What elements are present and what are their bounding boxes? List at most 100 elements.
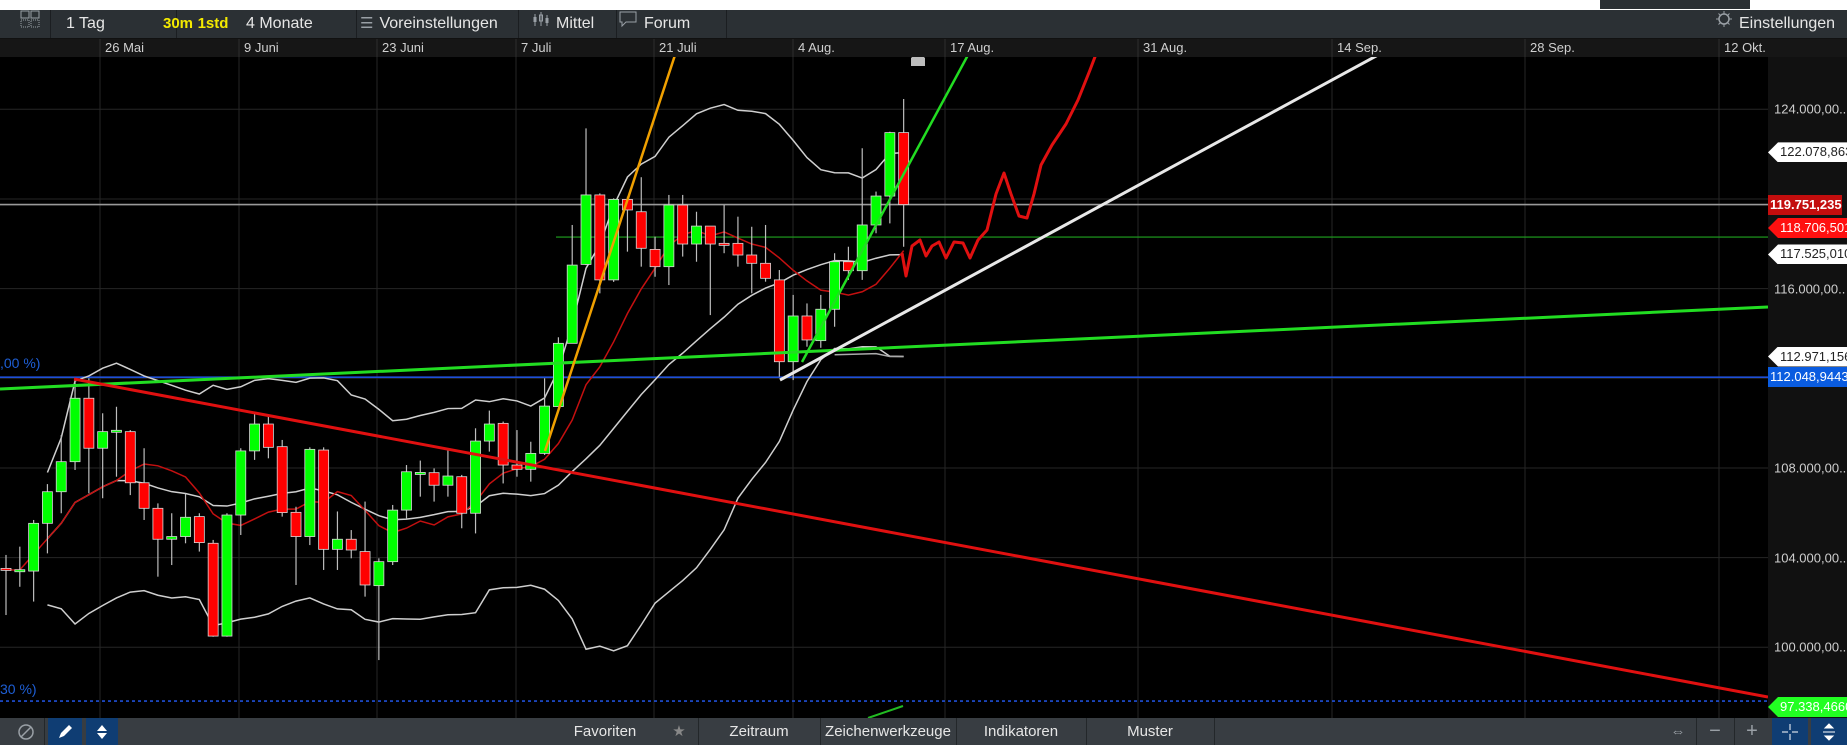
bollinger-upper-band <box>46 103 904 473</box>
candle <box>290 506 302 585</box>
candle <box>14 546 26 587</box>
price-tag: 122.078,863 <box>1768 142 1847 163</box>
candle <box>276 439 288 517</box>
candle <box>111 406 122 477</box>
date-tick-label: 23 Juni <box>382 40 424 55</box>
zoom-in-button[interactable]: + <box>1734 718 1770 745</box>
price-tag: 112.048,9443 <box>1768 367 1847 388</box>
price-tag: 119.751,235 <box>1768 194 1842 215</box>
candle-body <box>773 279 785 363</box>
candle <box>193 513 205 552</box>
candle-body <box>97 431 109 449</box>
candle <box>401 465 412 519</box>
bottom-toolbar: Favoriten ★ Zeitraum Zeichenwerkzeuge In… <box>0 718 1847 745</box>
zoom-in-icon: + <box>1746 720 1758 742</box>
candle-body <box>594 194 606 281</box>
candle-body <box>732 242 744 256</box>
zoom-out-button[interactable]: − <box>1696 718 1735 745</box>
favorites-label: Favoriten <box>573 723 637 740</box>
price-tick-label: 104.000,00.. <box>1774 550 1847 566</box>
candle <box>829 253 840 327</box>
candle-body <box>249 423 260 452</box>
candle-body <box>856 224 868 272</box>
date-tick-label: 12 Okt. <box>1724 40 1766 55</box>
period-button[interactable]: 1 Tag <box>52 10 177 38</box>
interval-30m-button[interactable]: 30m <box>163 10 193 38</box>
chart-style-button[interactable]: Mittel <box>526 10 617 38</box>
zoom-out-icon: − <box>1709 720 1721 742</box>
clear-drawings-button[interactable] <box>8 718 45 745</box>
drawing-tools-button[interactable]: Zeichenwerkzeuge <box>820 718 957 745</box>
layout-button[interactable] <box>10 10 51 38</box>
candle-body <box>746 254 758 264</box>
top-tab <box>1600 0 1750 9</box>
candle-body <box>138 482 150 509</box>
candle-body <box>180 516 191 537</box>
candle-body <box>373 561 385 587</box>
candle <box>511 430 523 477</box>
forum-label: Forum <box>644 15 691 32</box>
candle <box>359 501 371 597</box>
presets-button[interactable]: ☰ Voreinstellungen <box>356 10 519 38</box>
candle-body <box>69 397 81 463</box>
favorites-button[interactable]: Favoriten <box>570 718 640 745</box>
interval-1std-label: 1std <box>197 15 229 32</box>
bollinger-lower-band <box>47 346 904 652</box>
candle <box>387 504 399 566</box>
chart-style-label: Mittel <box>556 15 595 32</box>
crosshair-icon <box>1781 723 1799 741</box>
candle <box>318 447 330 570</box>
candle <box>55 435 67 514</box>
favorites-star-button[interactable]: ★ <box>660 718 699 745</box>
trendline-red-long <box>73 377 1768 699</box>
candle-body <box>28 522 40 572</box>
candle <box>497 421 509 484</box>
candle <box>28 519 40 602</box>
move-up-down-button[interactable] <box>86 718 118 745</box>
candle-body <box>111 429 122 433</box>
price-axis[interactable]: 124.000,00.. 116.000,00.. 108.000,00.. 104.… <box>1768 57 1847 718</box>
candle-body <box>760 262 771 279</box>
candle <box>773 270 785 377</box>
draw-pencil-button[interactable] <box>48 718 82 745</box>
interval-1std-button[interactable]: 1std <box>196 10 230 38</box>
fit-vertical-button[interactable] <box>1811 718 1847 745</box>
range-button[interactable]: 4 Monate <box>236 10 357 38</box>
timeframe-button[interactable]: Zeitraum <box>698 718 821 745</box>
up-down-arrows-icon <box>95 723 109 740</box>
candle-body <box>511 464 523 470</box>
forum-button[interactable]: Forum <box>612 10 727 38</box>
expand-horizontal-button[interactable]: ⇔ <box>1660 718 1697 745</box>
candle-body <box>401 471 412 511</box>
candle-body <box>83 397 95 449</box>
candle <box>304 447 316 546</box>
candle-body <box>14 569 26 573</box>
candle <box>373 558 385 661</box>
freehand-projection-drawing <box>900 57 1097 278</box>
crosshair-button[interactable] <box>1772 718 1808 745</box>
candle-body <box>387 509 399 563</box>
candle-body <box>304 448 316 537</box>
candle-body <box>898 132 910 205</box>
candle-body <box>635 211 647 249</box>
candle <box>787 294 799 381</box>
plot-area[interactable] <box>0 57 1768 718</box>
candle-body <box>442 475 454 486</box>
indicators-button[interactable]: Indikatoren <box>956 718 1087 745</box>
candle-body <box>221 514 233 637</box>
candle <box>180 493 191 544</box>
settings-label: Einstellungen <box>1739 15 1836 32</box>
candle <box>470 428 481 534</box>
timeframe-label: Zeitraum <box>729 723 789 740</box>
trendline-green-steep <box>800 57 969 363</box>
patterns-button[interactable]: Muster <box>1086 718 1215 745</box>
pencil-icon <box>56 723 74 740</box>
date-tick-label: 21 Juli <box>659 40 697 55</box>
candle-body <box>718 242 730 246</box>
candle <box>428 468 440 502</box>
gear-icon <box>1715 10 1733 38</box>
candle-body <box>276 446 288 513</box>
settings-button[interactable]: Einstellungen <box>1715 10 1845 38</box>
candle <box>746 226 758 294</box>
